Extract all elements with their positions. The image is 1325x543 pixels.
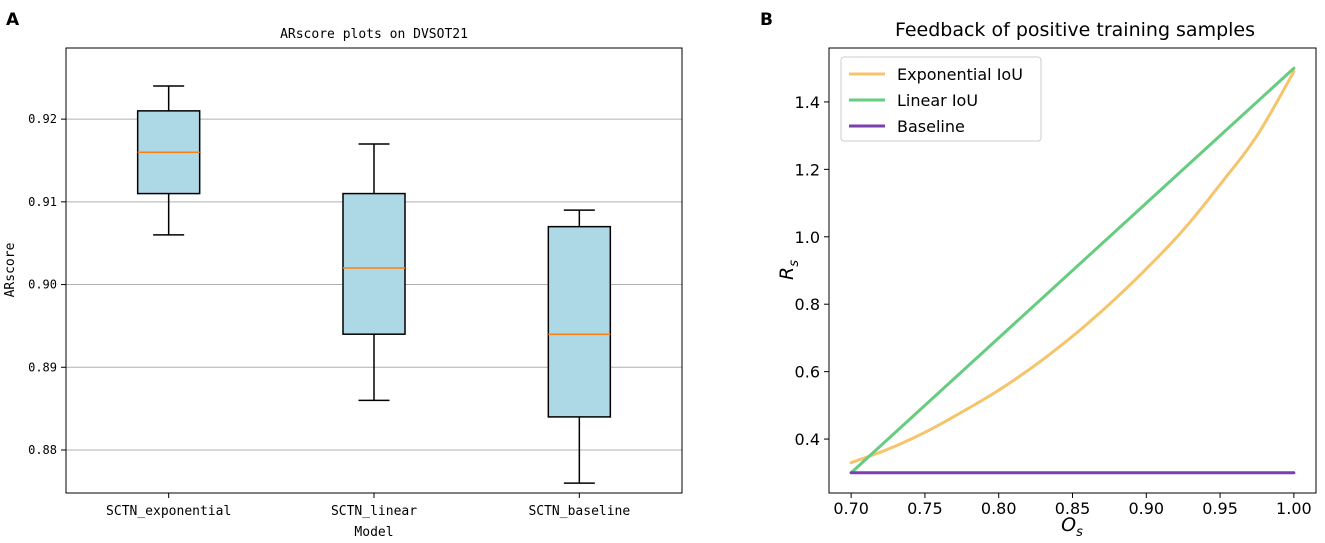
x-tick-label: SCTN_exponential	[106, 504, 231, 519]
x-tick-label: SCTN_baseline	[528, 504, 630, 519]
panel-b-x-axis-label: Os	[1061, 514, 1083, 540]
panel-b-y-ticks: 0.4 0.6 0.8 1.0 1.2 1.4	[795, 93, 829, 449]
panel-b-y-axis-label: Rs	[776, 260, 802, 280]
panel-a: A ARscore plots on DVSOT21 0.880.890.900…	[3, 10, 683, 540]
x-tick-label: SCTN_linear	[331, 504, 417, 519]
panel-a-x-ticks: SCTN_exponential SCTN_linear SCTN_baseline	[106, 493, 630, 519]
y-tick-label: 0.91	[28, 195, 57, 209]
y-tick-label: 0.88	[28, 443, 57, 457]
panel-b-x-ticks: 0.70 0.75 0.80 0.85 0.90 0.95 1.00	[833, 493, 1312, 518]
y-tick-label: 0.90	[28, 278, 57, 292]
x-tick-label: 0.95	[1202, 499, 1238, 518]
box-SCTN_exponential	[136, 85, 201, 236]
panel-b-legend: Exponential IoU Linear IoU Baseline	[840, 56, 1042, 142]
y-axis-subscript: s	[787, 260, 802, 267]
x-axis-symbol: O	[1061, 514, 1076, 536]
panel-a-label: A	[6, 10, 20, 30]
panel-a-y-axis-label: ARscore	[3, 242, 18, 297]
legend-items: Exponential IoU Linear IoU Baseline	[849, 65, 1023, 136]
x-tick-label: 1.00	[1276, 499, 1312, 518]
iqr-box	[547, 225, 612, 418]
legend-label: Exponential IoU	[897, 65, 1023, 84]
panel-a-title: ARscore plots on DVSOT21	[280, 27, 468, 42]
y-tick-label: 0.8	[795, 295, 820, 314]
y-tick-label: 0.4	[795, 430, 820, 449]
legend-label: Baseline	[897, 117, 965, 136]
legend-label: Linear IoU	[897, 91, 978, 110]
panel-b-label: B	[760, 10, 773, 30]
x-axis-subscript: s	[1076, 525, 1083, 540]
iqr-box	[342, 192, 406, 335]
panel-a-y-ticks: 0.88 0.89 0.90 0.91 0.92	[28, 112, 66, 457]
x-tick-label: 0.90	[1128, 499, 1164, 518]
x-tick-label: 0.75	[907, 499, 943, 518]
x-tick-label: 0.70	[833, 499, 869, 518]
series-line-linear-iou	[849, 66, 1296, 475]
panel-b-title: Feedback of positive training samples	[895, 19, 1255, 41]
y-tick-label: 0.6	[795, 363, 820, 382]
legend-frame	[840, 56, 1042, 142]
panel-a-boxes	[136, 85, 612, 484]
y-tick-label: 0.89	[28, 360, 57, 374]
y-tick-label: 0.92	[28, 112, 57, 126]
box-SCTN_linear	[342, 143, 406, 402]
panel-b-series	[849, 66, 1296, 475]
y-axis-symbol: R	[776, 267, 798, 280]
series-line-exponential-iou	[849, 70, 1296, 465]
x-tick-label: 0.80	[981, 499, 1017, 518]
y-tick-label: 1.2	[795, 160, 820, 179]
panel-b: B Feedback of positive training samples …	[760, 10, 1317, 540]
panel-a-x-axis-label: Model	[354, 525, 393, 540]
y-tick-label: 1.4	[795, 93, 820, 112]
y-tick-label: 1.0	[795, 228, 820, 247]
x-tick-label: 0.85	[1055, 499, 1091, 518]
box-SCTN_baseline	[547, 209, 612, 484]
